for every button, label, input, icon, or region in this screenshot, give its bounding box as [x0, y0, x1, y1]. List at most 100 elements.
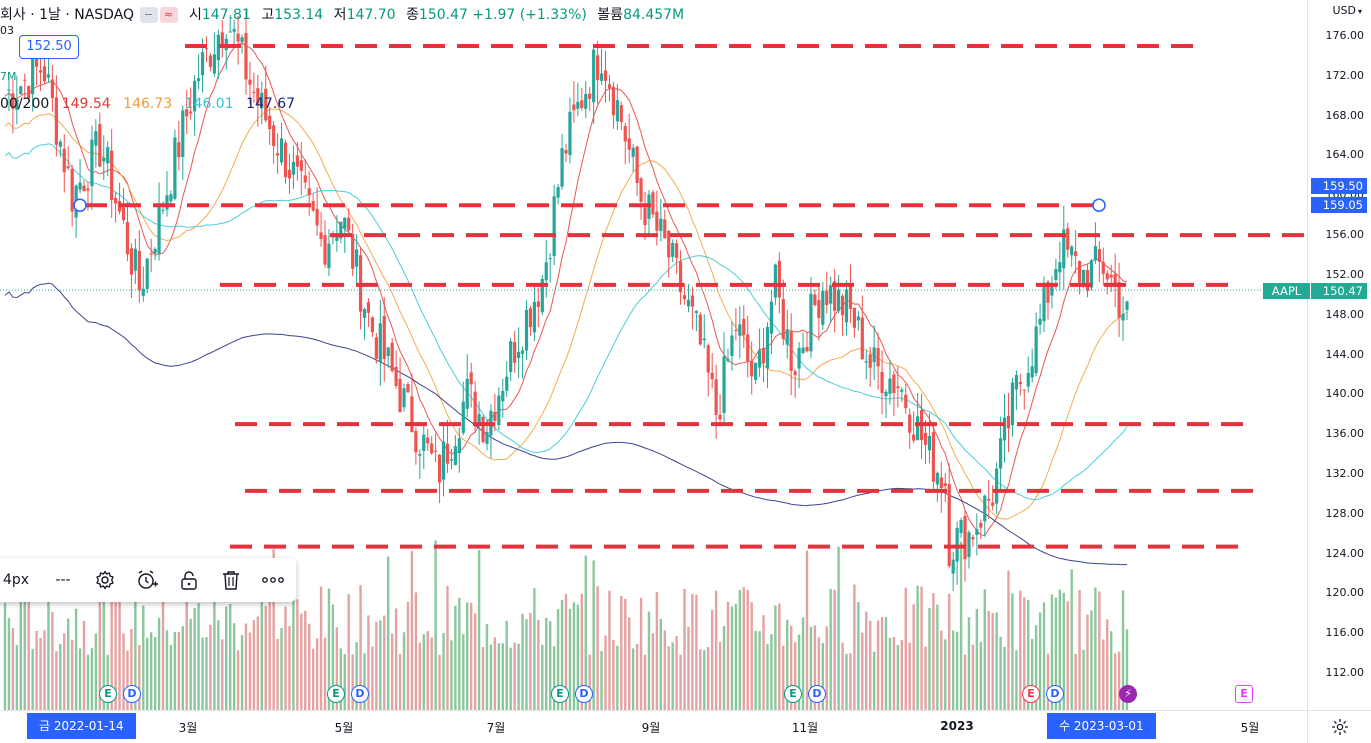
candle-body [149, 253, 153, 255]
volume-bar [987, 611, 990, 710]
candle-body [580, 100, 584, 108]
volume-bar [1019, 590, 1022, 710]
volume-bar [315, 638, 319, 710]
volume-bar [59, 644, 62, 710]
volume-bar [529, 612, 532, 710]
more-button[interactable] [252, 558, 294, 602]
time-scale[interactable]: 금 2022-01-14 3월 5월 7월 9월 11월 2023 수 2023… [0, 710, 1307, 743]
candle-body [279, 138, 284, 163]
candle-body [655, 211, 659, 231]
candle-body [157, 203, 161, 254]
volume-bar [1066, 601, 1069, 710]
volume-bar [876, 620, 880, 710]
candle-body [315, 208, 319, 226]
earnings-event-marker[interactable]: E [99, 685, 117, 703]
compare-chip[interactable]: ≈ [159, 7, 178, 23]
ma-label[interactable]: 00/200 [0, 96, 50, 112]
candle-body [908, 414, 912, 433]
price-chart[interactable] [0, 0, 1307, 710]
chart-settings-button[interactable] [1307, 710, 1371, 743]
volume-bar [782, 645, 785, 710]
candle-body [1018, 381, 1022, 384]
volume-bar [872, 651, 876, 710]
earnings-event-marker[interactable]: E [551, 685, 569, 703]
volume-bar [1082, 649, 1085, 710]
price-tick: 144.00 [1325, 347, 1365, 361]
earnings-upcoming-event-marker[interactable]: E [1235, 685, 1253, 703]
line-width-button[interactable]: 4px [2, 572, 30, 588]
volume-bar [722, 626, 726, 710]
volume-bar [331, 604, 335, 710]
dividend-event-marker[interactable]: D [575, 685, 593, 703]
volume-bar [521, 613, 524, 710]
volume-bar [560, 599, 564, 710]
price-scale[interactable]: USD 176.00172.00168.00164.00160.00156.00… [1263, 0, 1371, 710]
candle-body [441, 441, 446, 480]
volume-bar [659, 618, 663, 710]
dividend-event-marker[interactable]: D [808, 685, 826, 703]
candle-body [42, 66, 47, 82]
settings-button[interactable] [84, 558, 126, 602]
candle-body [414, 430, 418, 453]
candle-body [710, 372, 714, 380]
add-alert-button[interactable] [126, 558, 168, 602]
candle-body [481, 416, 485, 443]
candle-body [833, 281, 837, 311]
candle-body [129, 248, 134, 275]
time-tick: 3월 [178, 721, 198, 735]
candle-body [1097, 249, 1101, 262]
dividend-event-marker[interactable]: D [351, 685, 369, 703]
volume-bar [450, 640, 453, 710]
earnings-event-marker[interactable]: E [1022, 685, 1040, 703]
candle-body [836, 289, 841, 311]
candle-body [62, 148, 66, 173]
candle-body [27, 85, 31, 99]
symbol-title[interactable]: 회사 · 1날 · NASDAQ [0, 7, 135, 23]
candle-body [173, 137, 177, 199]
hover-price-box[interactable]: 152.50 [19, 35, 79, 59]
candle-body [1062, 229, 1066, 269]
dividend-event-marker[interactable]: D [123, 685, 141, 703]
collapse-chip[interactable]: − [139, 7, 158, 23]
candle-body [1030, 366, 1034, 378]
volume-bar [1090, 610, 1093, 710]
volume-bar [142, 605, 145, 710]
volume-bar [904, 587, 907, 710]
candle-body [252, 91, 256, 93]
volume-bar [612, 640, 615, 710]
candle-body [975, 529, 979, 535]
candle-body [153, 248, 157, 254]
line-style-button[interactable]: --- [55, 572, 71, 588]
earnings-event-marker[interactable]: E [327, 685, 345, 703]
earnings-event-marker[interactable]: E [784, 685, 802, 703]
candle-body [181, 110, 185, 157]
volume-bar [778, 603, 781, 710]
delete-button[interactable] [210, 558, 252, 602]
volume-bar [252, 620, 256, 710]
volume-bar [311, 648, 315, 710]
volume-bar [485, 624, 489, 710]
dividend-event-marker[interactable]: D [1046, 685, 1064, 703]
chart-pane[interactable]: 회사 · 1날 · NASDAQ − ≈ 시147.81 고153.14 저147… [0, 0, 1307, 710]
candle-body [690, 295, 695, 307]
lock-button[interactable] [168, 558, 210, 602]
volume-bar [699, 649, 702, 710]
volume-bar [1011, 593, 1014, 710]
volume-bar [434, 540, 437, 710]
volume-bar [169, 644, 173, 710]
candle-body [327, 243, 331, 269]
candle-body [927, 436, 932, 451]
volume-bar [959, 541, 963, 710]
low-value: 147.70 [346, 7, 396, 23]
volume-bar [256, 616, 260, 710]
split-event-marker[interactable]: ⚡ [1119, 685, 1137, 703]
candle-body [765, 326, 770, 369]
last-price-label: 150.47 [1311, 283, 1367, 299]
volume-bar [983, 589, 986, 710]
volume-bar [70, 639, 74, 710]
moving-average-line [4, 42, 1128, 537]
candle-body [193, 80, 197, 112]
candle-body [876, 347, 880, 367]
currency-selector[interactable]: USD [1332, 4, 1362, 17]
candle-body [560, 148, 564, 187]
